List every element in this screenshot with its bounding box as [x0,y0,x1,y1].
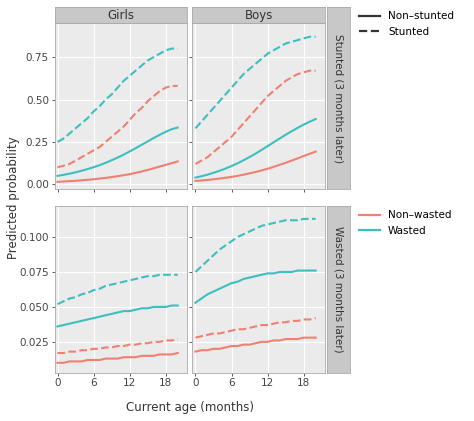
Legend: Non–stunted, Stunted: Non–stunted, Stunted [355,7,458,41]
Text: Predicted probability: Predicted probability [7,136,20,259]
Text: Boys: Boys [245,9,273,21]
Text: Current age (months): Current age (months) [126,401,254,414]
Text: Wasted (3 months later): Wasted (3 months later) [333,226,344,353]
Text: Stunted (3 months later): Stunted (3 months later) [333,34,344,163]
Text: Girls: Girls [107,9,134,21]
Legend: Non–wasted, Wasted: Non–wasted, Wasted [355,206,456,240]
